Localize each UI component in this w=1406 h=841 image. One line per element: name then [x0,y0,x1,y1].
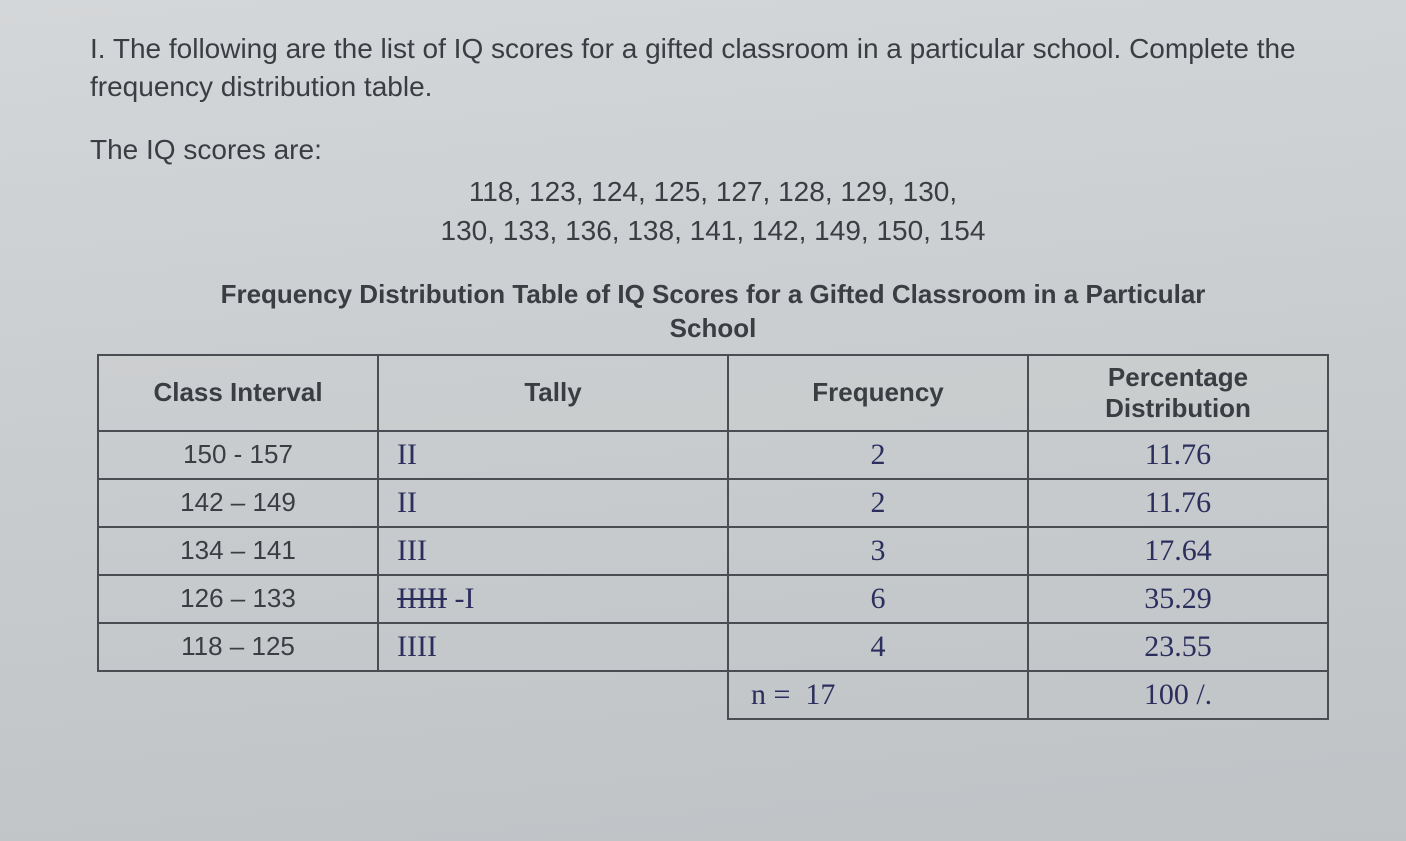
cell-tally: IIII [378,623,728,671]
table-header-row: Class Interval Tally Frequency Percentag… [98,355,1328,431]
table-row: 126 – 133 IIIII -I 6 35.29 [98,575,1328,623]
table-row: 150 - 157 II 2 11.76 [98,431,1328,479]
cell-tally: II [378,431,728,479]
cell-percentage: 11.76 [1028,479,1328,527]
cell-interval: 150 - 157 [98,431,378,479]
cell-percentage: 23.55 [1028,623,1328,671]
empty-cell [378,671,728,719]
cell-total-n: n = 17 [728,671,1028,719]
cell-interval: 126 – 133 [98,575,378,623]
cell-frequency: 2 [728,431,1028,479]
cell-interval: 134 – 141 [98,527,378,575]
cell-percentage: 11.76 [1028,431,1328,479]
table-row: 118 – 125 IIII 4 23.55 [98,623,1328,671]
cell-frequency: 2 [728,479,1028,527]
cell-frequency: 3 [728,527,1028,575]
empty-cell [98,671,378,719]
cell-tally: II [378,479,728,527]
table-row: 142 – 149 II 2 11.76 [98,479,1328,527]
question-prompt: I. The following are the list of IQ scor… [90,30,1336,106]
cell-total-pct: 100 /. [1028,671,1328,719]
question-text: The following are the list of IQ scores … [90,33,1296,102]
cell-frequency: 4 [728,623,1028,671]
cell-tally: IIIII -I [378,575,728,623]
cell-frequency: 6 [728,575,1028,623]
table-title: Frequency Distribution Table of IQ Score… [183,278,1243,346]
cell-tally: III [378,527,728,575]
col-interval: Class Interval [98,355,378,431]
col-tally: Tally [378,355,728,431]
table-row: 134 – 141 III 3 17.64 [98,527,1328,575]
cell-percentage: 17.64 [1028,527,1328,575]
col-frequency: Frequency [728,355,1028,431]
cell-interval: 142 – 149 [98,479,378,527]
cell-interval: 118 – 125 [98,623,378,671]
scores-line-2: 130, 133, 136, 138, 141, 142, 149, 150, … [90,211,1336,250]
total-value: 17 [805,678,835,711]
col-percentage: Percentage Distribution [1028,355,1328,431]
worksheet-page: I. The following are the list of IQ scor… [0,0,1406,841]
tally-struck-group: IIIII [397,582,447,615]
total-label: n = [751,678,790,711]
scores-list: 118, 123, 124, 125, 127, 128, 129, 130, … [90,172,1336,250]
scores-line-1: 118, 123, 124, 125, 127, 128, 129, 130, [90,172,1336,211]
frequency-table: Class Interval Tally Frequency Percentag… [97,354,1329,720]
cell-percentage: 35.29 [1028,575,1328,623]
table-total-row: n = 17 100 /. [98,671,1328,719]
question-number: I. [90,33,106,64]
scores-label: The IQ scores are: [90,134,1336,166]
